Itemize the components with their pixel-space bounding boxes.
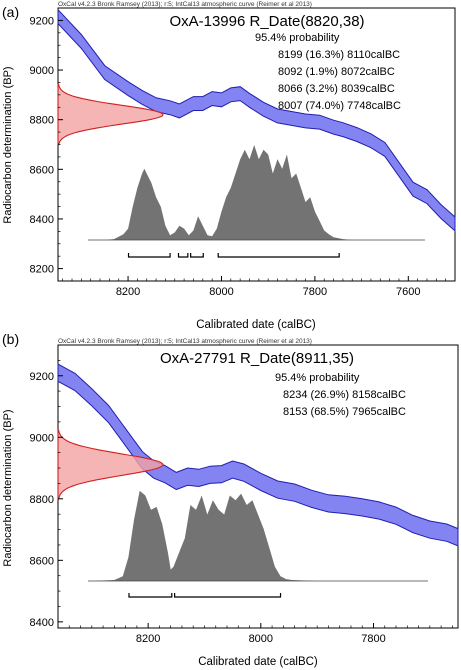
panel-a-header: OxCal v4.2.3 Bronk Ramsey (2013); r:5; I…	[58, 1, 312, 8]
radiocarbon-probability-curve	[57, 83, 164, 146]
panel-b-range-text: 8234 (26.9%) 8158calBC	[283, 389, 406, 401]
range-bar	[174, 593, 282, 598]
range-bar	[127, 253, 171, 258]
panel-a-y-axis-label: Radiocarbon determination (BP)	[2, 66, 14, 223]
panel-a-range-text: 8199 (16.3%) 8110calBC	[278, 49, 400, 61]
range-bar	[128, 593, 173, 598]
panel-b-radiocarbon-curve	[57, 429, 164, 500]
panel-a-label: (a)	[2, 4, 19, 20]
radiocarbon-probability-curve	[57, 429, 164, 500]
panel-b-x-axis-label: Calibrated date (calBC)	[198, 656, 318, 668]
calibrated-probability-area	[91, 490, 318, 581]
panel-b-axes: 8200 8000 7800 8400 8600 8800 9000 9200	[30, 344, 453, 645]
panel-b-range-bars	[128, 593, 282, 598]
y-tick-label: 8600	[30, 164, 54, 176]
panel-a-range-text: 8092 (1.9%) 8072calBC	[278, 66, 395, 78]
x-tick-label: 7600	[396, 286, 420, 298]
x-tick-label: 8200	[136, 633, 160, 645]
calibration-curve-band	[57, 8, 456, 233]
y-tick-label: 8400	[30, 214, 54, 226]
panel-a-range-text: 8066 (3.2%) 8039calBC	[278, 83, 395, 95]
panel-a-radiocarbon-curve	[57, 83, 164, 146]
panel-a-range-bars	[127, 253, 340, 258]
panel-b-probability-heading: 95.4% probability	[275, 372, 360, 384]
panel-a: (a) OxCal v4.2.3 Bronk Ramsey (2013); r:…	[2, 1, 456, 331]
x-tick-label: 7800	[361, 633, 385, 645]
y-tick-label: 8600	[30, 555, 54, 567]
panel-a-probability-heading: 95.4% probability	[255, 32, 340, 44]
y-tick-label: 8400	[30, 617, 54, 629]
panel-a-x-axis-label: Calibrated date (calBC)	[196, 319, 316, 331]
x-tick-label: 8000	[209, 286, 233, 298]
panel-b-calibration-curve	[57, 363, 459, 547]
panel-b-calibrated-distribution	[88, 490, 428, 582]
panel-a-calibrated-distribution	[88, 145, 425, 241]
range-bar	[190, 253, 204, 258]
panel-a-range-text: 8007 (74.0%) 7748calBC	[278, 100, 401, 112]
calibration-curve-band	[57, 363, 459, 547]
y-tick-label: 9000	[30, 432, 54, 444]
panel-a-calibration-curve	[57, 8, 456, 233]
panel-b-range-text: 8153 (68.5%) 7965calBC	[283, 406, 406, 418]
panel-a-axes: 8200 8000 7800 7600 8200 8400 8600 8800 9000 9200	[30, 7, 456, 298]
y-tick-label: 8800	[30, 494, 54, 506]
range-bar	[217, 253, 340, 258]
x-tick-label: 8000	[249, 633, 273, 645]
x-tick-label: 7800	[303, 286, 327, 298]
y-tick-label: 9200	[30, 15, 54, 27]
panel-a-title: OxA-13996 R_Date(8820,38)	[169, 13, 364, 30]
panel-b-label: (b)	[2, 331, 19, 347]
y-tick-label: 9000	[30, 65, 54, 77]
y-tick-label: 9200	[30, 371, 54, 383]
panel-b-header: OxCal v4.2.3 Bronk Ramsey (2013); r:5; I…	[58, 338, 312, 345]
y-tick-label: 8200	[30, 264, 54, 276]
panel-b: (b) OxCal v4.2.3 Bronk Ramsey (2013); r:…	[2, 331, 459, 668]
x-tick-label: 8200	[116, 286, 140, 298]
panel-b-title: OxA-27791 R_Date(8911,35)	[160, 350, 354, 367]
range-bar	[177, 253, 189, 258]
y-tick-label: 8800	[30, 115, 54, 127]
panel-b-y-axis-label: Radiocarbon determination (BP)	[2, 409, 14, 566]
calibrated-probability-area	[104, 145, 353, 240]
